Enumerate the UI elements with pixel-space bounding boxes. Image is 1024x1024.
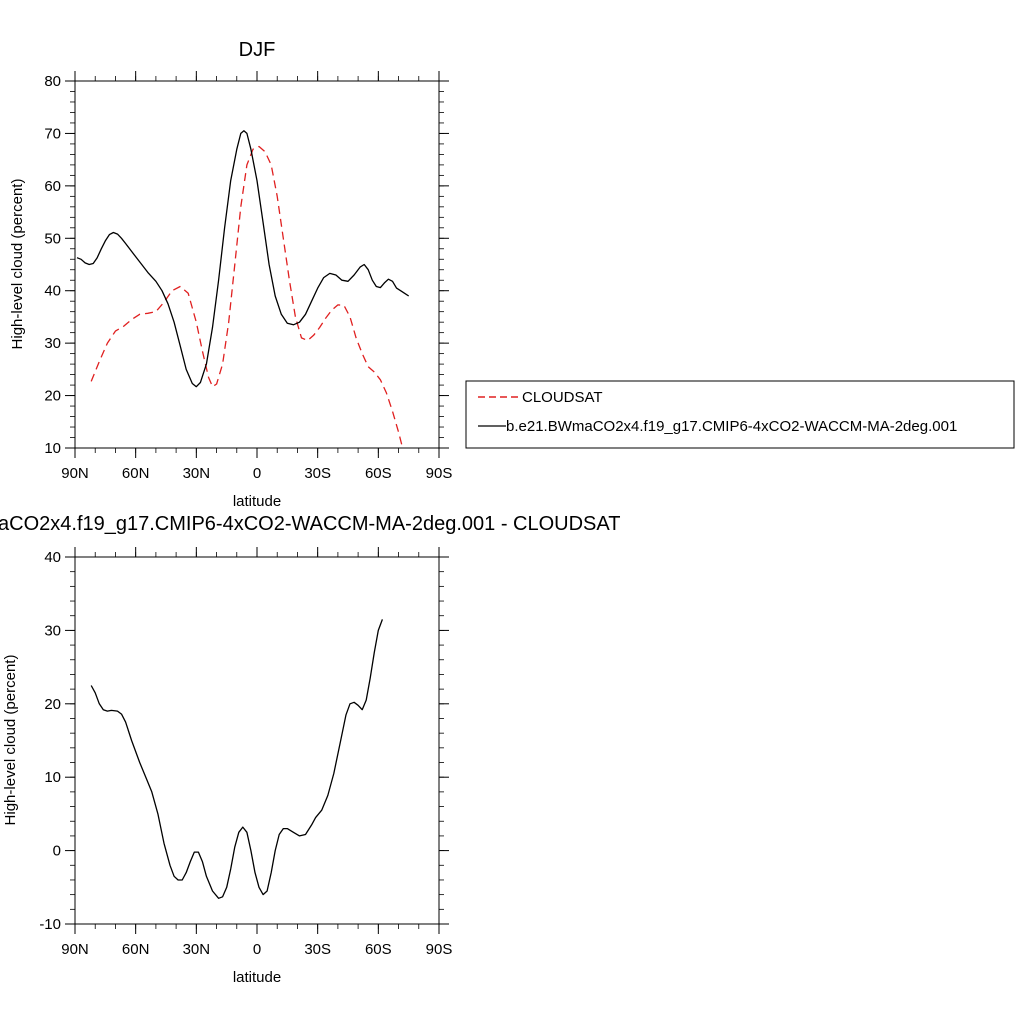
- top-x-tick-label: 60N: [122, 465, 150, 482]
- top-series-line-a: [90, 145, 404, 449]
- top-y-tick-label: 50: [44, 230, 61, 247]
- bottom-y-tick-label: 20: [44, 696, 61, 713]
- top-series-line-b: [76, 130, 410, 388]
- top-x-tick-label: 90N: [61, 465, 89, 482]
- top-x-tick-label: 90S: [426, 465, 453, 482]
- bottom-x-axis-label: latitude: [233, 969, 281, 986]
- top-chart-title: DJF: [239, 39, 276, 61]
- bottom-x-tick-label: 90N: [61, 941, 89, 958]
- bottom-y-tick-label: 0: [53, 843, 61, 860]
- bottom-y-tick-label: 40: [44, 549, 61, 566]
- top-y-tick-label: 60: [44, 178, 61, 195]
- top-y-tick-label: 30: [44, 335, 61, 352]
- bottom-panel: b.e21.BWmaCO2x4.f19_g17.CMIP6-4xCO2-WACC…: [0, 513, 620, 986]
- top-y-tick-label: 10: [44, 440, 61, 457]
- bottom-x-tick-labels: 90N 60N 30N 0 30S 60S 90S: [61, 941, 452, 958]
- bottom-plot-frame: [74, 556, 440, 925]
- top-axis-ticks: [65, 71, 449, 458]
- top-x-axis-label: latitude: [233, 493, 281, 510]
- bottom-x-tick-label: 90S: [426, 941, 453, 958]
- top-x-tick-labels: 90N 60N 30N 0 30S 60S 90S: [61, 465, 452, 482]
- bottom-series-line-a: [90, 619, 384, 899]
- bottom-x-tick-label: 60N: [122, 941, 150, 958]
- top-y-tick-label: 40: [44, 283, 61, 300]
- top-y-tick-labels: 10 20 30 40 50 60 70 80: [44, 73, 61, 457]
- top-series-lines: [76, 130, 410, 449]
- legend: CLOUDSAT b.e21.BWmaCO2x4.f19_g17.CMIP6-4…: [465, 380, 1015, 449]
- legend-label-cloudsat: CLOUDSAT: [522, 389, 603, 406]
- bottom-axis-ticks: [65, 547, 449, 934]
- top-panel: DJF High-level cloud (percent) latitude …: [9, 39, 452, 510]
- bottom-y-tick-label: -10: [39, 916, 61, 933]
- legend-box: [465, 380, 1015, 449]
- top-plot-frame: [74, 80, 440, 449]
- bottom-x-tick-label: 0: [253, 941, 261, 958]
- top-x-tick-label: 0: [253, 465, 261, 482]
- bottom-x-tick-label: 30S: [304, 941, 331, 958]
- bottom-y-tick-labels: -10 0 10 20 30 40: [39, 549, 61, 933]
- top-x-tick-label: 60S: [365, 465, 392, 482]
- bottom-x-tick-label: 30N: [183, 941, 211, 958]
- legend-label-model: b.e21.BWmaCO2x4.f19_g17.CMIP6-4xCO2-WACC…: [506, 418, 957, 435]
- bottom-series-lines: [90, 619, 384, 899]
- top-x-tick-label: 30N: [183, 465, 211, 482]
- top-y-tick-label: 80: [44, 73, 61, 90]
- bottom-y-axis-label: High-level cloud (percent): [2, 655, 19, 826]
- top-y-tick-label: 70: [44, 125, 61, 142]
- top-x-tick-label: 30S: [304, 465, 331, 482]
- bottom-x-tick-label: 60S: [365, 941, 392, 958]
- top-y-axis-label: High-level cloud (percent): [9, 179, 26, 350]
- top-y-tick-label: 20: [44, 388, 61, 405]
- bottom-y-tick-label: 10: [44, 769, 61, 786]
- bottom-y-tick-label: 30: [44, 622, 61, 639]
- bottom-chart-title: b.e21.BWmaCO2x4.f19_g17.CMIP6-4xCO2-WACC…: [0, 513, 620, 535]
